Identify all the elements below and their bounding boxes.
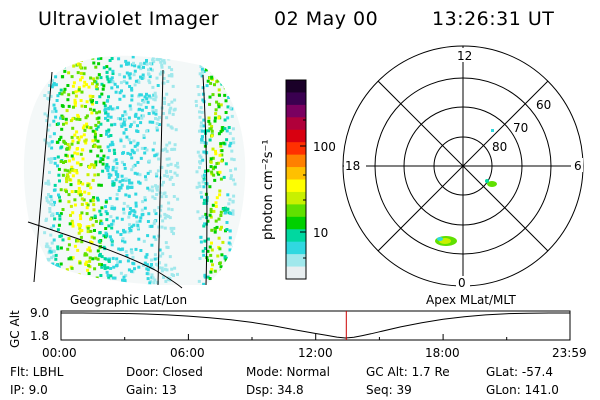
colorbar-band bbox=[286, 191, 306, 205]
lon-line bbox=[33, 71, 53, 283]
door-info: Door: Closed bbox=[126, 365, 203, 379]
mode-info: Mode: Normal bbox=[246, 365, 330, 379]
instrument-title: Ultraviolet Imager bbox=[38, 8, 220, 30]
geographic-panel-label: Geographic Lat/Lon bbox=[70, 293, 188, 307]
time-tick: 00:00 bbox=[42, 346, 77, 360]
gain-info: Gain: 13 bbox=[126, 383, 177, 397]
colorbar-band bbox=[286, 241, 306, 255]
ip-info: IP: 9.0 bbox=[10, 383, 48, 397]
apex-panel-label: Apex MLat/MLT bbox=[426, 293, 516, 307]
aurora-patches bbox=[435, 129, 497, 246]
altitude-ytick: 9.0 bbox=[30, 306, 50, 320]
colorbar-band bbox=[286, 117, 306, 131]
colorbar-band bbox=[286, 204, 306, 218]
colorbar-band bbox=[286, 80, 306, 94]
lon-line bbox=[157, 69, 164, 286]
lat-line bbox=[27, 221, 183, 289]
colorbar-tick-10: 10 bbox=[313, 226, 329, 240]
time-tick: 06:00 bbox=[170, 346, 205, 360]
filter-info: Flt: LBHL bbox=[10, 365, 64, 379]
colorbar-band bbox=[286, 179, 306, 193]
altitude-ytick: 1.8 bbox=[30, 329, 50, 343]
gc-alt-info: GC Alt: 1.7 Re bbox=[366, 365, 450, 379]
lat-label-60: 60 bbox=[536, 98, 552, 112]
colorbar-band bbox=[286, 142, 306, 156]
colorbar-band bbox=[286, 229, 306, 243]
colorbar-band bbox=[286, 104, 306, 118]
colorbar-frame bbox=[285, 79, 307, 280]
mlt-label-6: 6 bbox=[574, 159, 582, 173]
lat-label-80: 80 bbox=[492, 140, 508, 154]
lat-label-70: 70 bbox=[513, 121, 529, 135]
dsp-info: Dsp: 34.8 bbox=[246, 383, 304, 397]
colorbar-band bbox=[286, 254, 306, 268]
lon-line bbox=[202, 74, 208, 286]
time-label: 13:26:31 UT bbox=[432, 8, 555, 30]
polar-diagonal bbox=[377, 80, 549, 252]
seq-info: Seq: 39 bbox=[366, 383, 412, 397]
colorbar-gradient bbox=[286, 80, 306, 280]
time-tick: 12:00 bbox=[298, 346, 333, 360]
mlt-label-0: 0 bbox=[458, 276, 466, 290]
colorbar-band bbox=[286, 154, 306, 168]
glon-info: GLon: 141.0 bbox=[486, 383, 559, 397]
colorbar-band bbox=[286, 129, 306, 143]
colorbar-band bbox=[286, 216, 306, 230]
glat-info: GLat: -57.4 bbox=[486, 365, 553, 379]
altitude-axis-label: GC Alt bbox=[8, 310, 22, 348]
mlt-label-12: 12 bbox=[457, 49, 473, 63]
date-label: 02 May 00 bbox=[274, 8, 379, 30]
colorbar-band bbox=[286, 167, 306, 181]
time-tick: 18:00 bbox=[425, 346, 460, 360]
mlt-label-18: 18 bbox=[345, 159, 361, 173]
colorbar-tick-100: 100 bbox=[313, 140, 336, 154]
time-tick: 23:59 bbox=[552, 346, 587, 360]
altitude-series-line bbox=[61, 312, 570, 339]
colorbar-band bbox=[286, 266, 306, 280]
colorbar-band bbox=[286, 92, 306, 106]
